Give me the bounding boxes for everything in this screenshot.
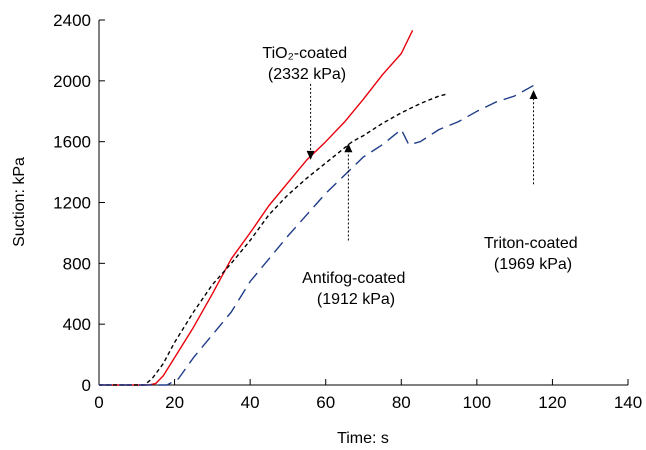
y-tick-label-0: 0 (82, 376, 91, 395)
annotation-triton-line1: Triton-coated (484, 235, 578, 252)
y-tick-label-1200: 1200 (53, 194, 91, 213)
x-tick-label-120: 120 (538, 393, 566, 412)
annotation-antifog: Antifog-coated (1912 kPa) (302, 270, 410, 308)
annotation-triton-line2: (1969 kPa) (494, 256, 572, 273)
arrow-head-tio2 (306, 150, 315, 160)
annotations-layer: TiO₂-coated (2332 kPa) Antifog-coated (1… (262, 45, 582, 308)
y-tick-label-800: 800 (63, 254, 91, 273)
annotation-tio2-line2: (2332 kPa) (268, 66, 346, 83)
x-tick-label-100: 100 (463, 393, 491, 412)
y-tick-label-2400: 2400 (53, 11, 91, 30)
annotation-antifog-line1: Antifog-coated (302, 270, 405, 287)
x-tick-label-60: 60 (316, 393, 335, 412)
x-tick-label-40: 40 (241, 393, 260, 412)
x-tick-label-140: 140 (614, 393, 642, 412)
y-tick-label-2000: 2000 (53, 72, 91, 91)
series-layer (99, 29, 534, 386)
x-tick-label-0: 0 (94, 393, 103, 412)
annotation-triton: Triton-coated (1969 kPa) (484, 235, 582, 273)
arrow-head-triton (529, 89, 538, 99)
series-line-antifog (99, 93, 447, 386)
arrow-head-antifog (344, 143, 353, 153)
x-axis-title: Time: s (337, 430, 389, 447)
annotation-antifog-line2: (1912 kPa) (317, 291, 395, 308)
axes: 0 20 40 60 80 100 120 140 0 400 800 1200 1600 2000 240… (53, 11, 642, 412)
y-axis-title: Suction: kPa (11, 157, 28, 247)
x-tick-label-80: 80 (392, 393, 411, 412)
series-line-triton (99, 84, 534, 386)
annotation-tio2-line1: TiO₂-coated (262, 45, 347, 62)
y-tick-label-1600: 1600 (53, 133, 91, 152)
y-tick-label-400: 400 (63, 315, 91, 334)
series-line-tio2 (99, 29, 414, 386)
annotation-tio2: TiO₂-coated (2332 kPa) (262, 45, 351, 83)
x-tick-label-20: 20 (165, 393, 184, 412)
